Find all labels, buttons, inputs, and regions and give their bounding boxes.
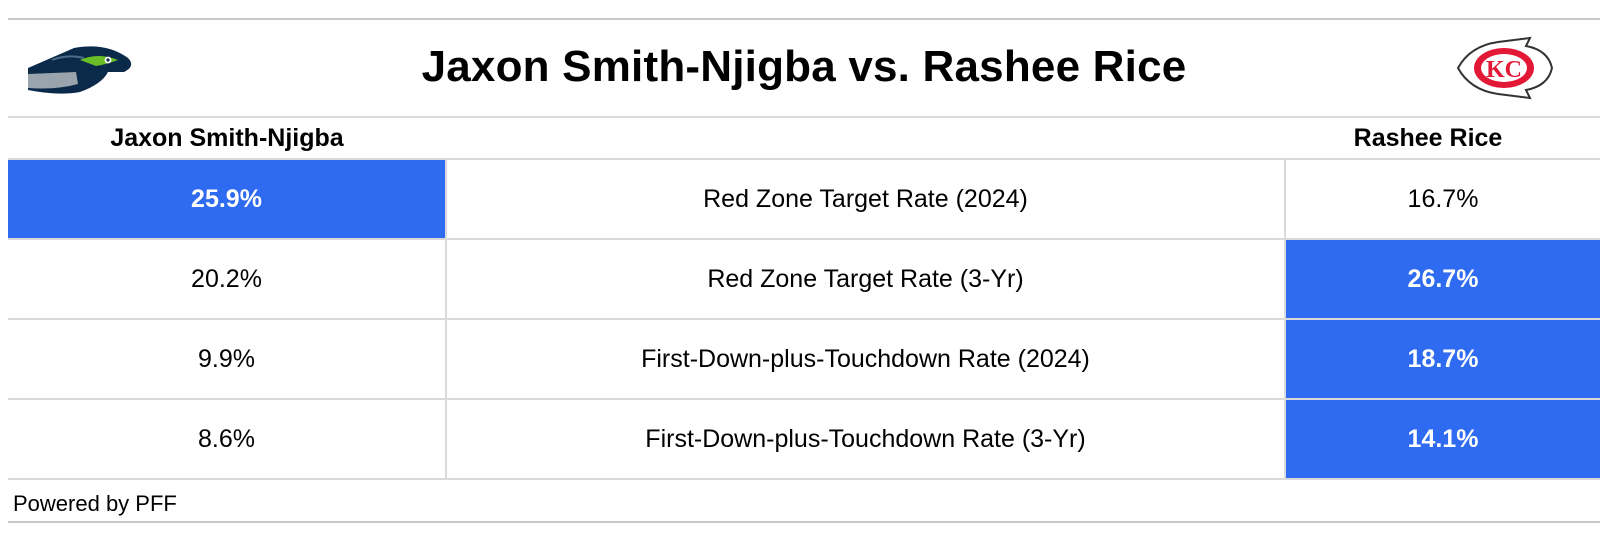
right-player-value: 16.7% xyxy=(1284,158,1600,239)
right-player-value: 14.1% xyxy=(1284,398,1600,480)
left-player-value: 8.6% xyxy=(8,398,447,480)
bottom-rule xyxy=(8,521,1600,523)
footer-credit: Powered by PFF xyxy=(13,491,177,516)
table-row: 25.9% Red Zone Target Rate (2024) 16.7% xyxy=(8,158,1600,239)
right-player-value: 18.7% xyxy=(1284,318,1600,399)
column-header-row: Jaxon Smith-Njigba Rashee Rice xyxy=(8,118,1600,158)
table-row: 20.2% Red Zone Target Rate (3-Yr) 26.7% xyxy=(8,238,1600,319)
title-row: Jaxon Smith-Njigba vs. Rashee Rice KC xyxy=(8,20,1600,116)
right-player-value: 26.7% xyxy=(1284,238,1600,319)
metric-label: Red Zone Target Rate (2024) xyxy=(445,158,1286,239)
table-row: 9.9% First-Down-plus-Touchdown Rate (2024… xyxy=(8,318,1600,399)
table-row: 8.6% First-Down-plus-Touchdown Rate (3-Yr… xyxy=(8,398,1600,480)
svg-text:KC: KC xyxy=(1486,57,1522,83)
chiefs-logo-icon: KC xyxy=(1452,34,1556,102)
left-player-value: 20.2% xyxy=(8,238,447,319)
title-divider xyxy=(8,116,1600,118)
metric-label: Red Zone Target Rate (3-Yr) xyxy=(445,238,1286,319)
comparison-table: 25.9% Red Zone Target Rate (2024) 16.7% 20.… xyxy=(8,158,1600,480)
top-rule xyxy=(8,18,1600,20)
left-player-value: 9.9% xyxy=(8,318,447,399)
left-player-header: Jaxon Smith-Njigba xyxy=(110,124,344,152)
metric-label: First-Down-plus-Touchdown Rate (2024) xyxy=(445,318,1286,399)
left-player-value: 25.9% xyxy=(8,158,447,239)
seahawks-logo-icon xyxy=(24,38,136,98)
right-player-header: Rashee Rice xyxy=(1353,124,1503,152)
page-title: Jaxon Smith-Njigba vs. Rashee Rice xyxy=(421,42,1187,91)
metric-label: First-Down-plus-Touchdown Rate (3-Yr) xyxy=(445,398,1286,480)
